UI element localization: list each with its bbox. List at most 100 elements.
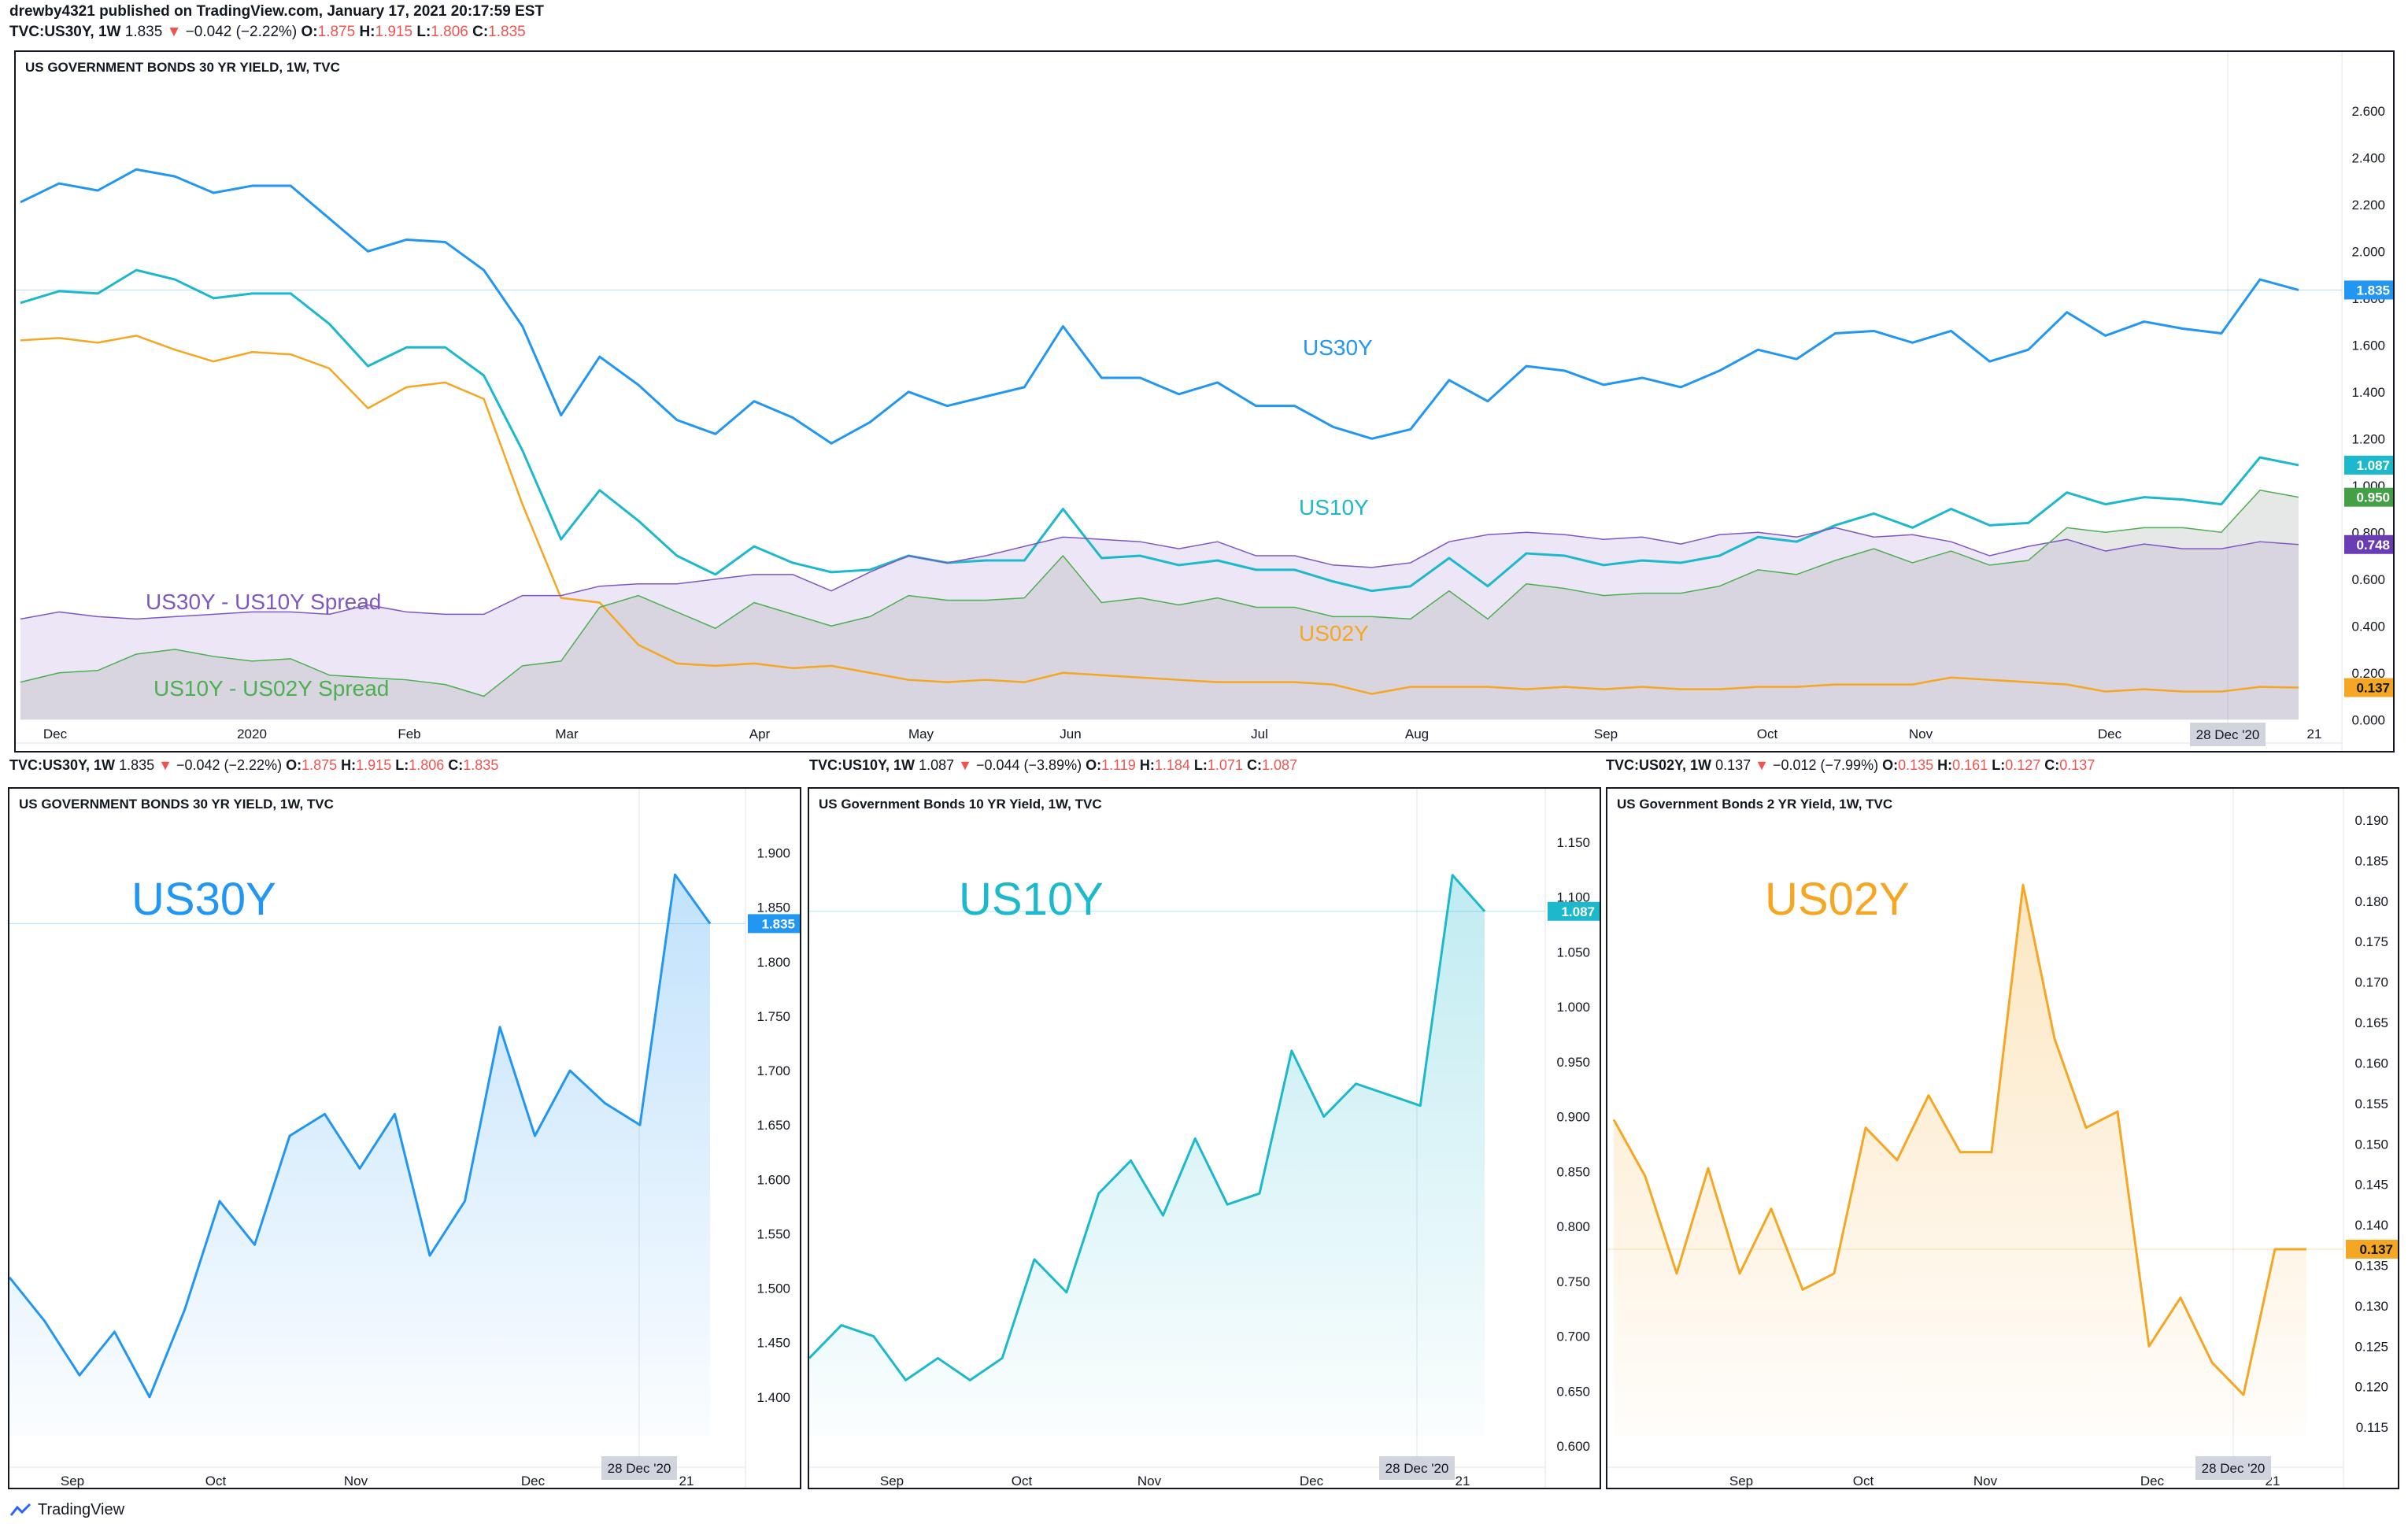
us30y-chart-pane[interactable]: 1.900 1.850 1.800 1.750 1.700 1.650 1.600 1.550… [8, 787, 801, 1489]
low-label: L: [1992, 757, 2006, 773]
main-chart-svg[interactable]: 2.6002.4002.2002.0001.8001.6001.4001.200… [16, 52, 2395, 753]
area-fill [9, 875, 710, 1436]
x-tick-label: Nov [1973, 1474, 1998, 1488]
main-chart-pane[interactable]: 2.6002.4002.2002.0001.8001.6001.4001.200… [14, 50, 2395, 753]
series-overlay-label: US10Y [959, 874, 1104, 925]
x-tick-label: Sep [1729, 1474, 1753, 1488]
us10y-last-badge-bg [2344, 455, 2393, 475]
y-tick-label: 0.800 [1556, 1219, 1590, 1234]
y-tick-label: 0.000 [2351, 712, 2385, 727]
us30y-annotation: US30Y [1303, 335, 1373, 360]
last-value-badge-bg [748, 914, 800, 934]
y-tick-label: 0.180 [2354, 894, 2388, 909]
us02y-legend: TVC:US02Y, 1W 0.137 ▼ −0.012 (−7.99%) O:… [1606, 757, 2095, 774]
x-tick-label: Jul [1251, 727, 1268, 741]
y-tick-label: 2.400 [2351, 150, 2385, 165]
us02y-last: 0.137 [1715, 757, 1751, 773]
open-label: O: [286, 757, 302, 773]
y-tick-label: 1.050 [1556, 945, 1590, 960]
spread-30-10-area [20, 527, 2299, 720]
down-arrow-icon: ▼ [166, 24, 182, 40]
last-value-badge-bg [1548, 901, 1600, 921]
us10y-chart-svg[interactable]: 1.150 1.100 1.050 1.000 0.950 0.900 0.850 0.800… [809, 789, 1601, 1489]
us02y-last-badge-bg [2344, 678, 2393, 697]
crosshair-date-bg [2190, 723, 2266, 746]
y-tick-label: 0.600 [2351, 572, 2385, 587]
tradingview-icon [9, 1503, 31, 1516]
us30y-line [20, 168, 2299, 445]
us30y-last: 1.835 [119, 757, 155, 773]
high-label: H: [1139, 757, 1155, 773]
tradingview-logo[interactable]: TradingView [9, 1501, 124, 1519]
open-value: 1.875 [317, 24, 356, 40]
us02y-ticker: TVC:US02Y, 1W [1606, 757, 1712, 773]
y-tick-label: 1.600 [756, 1172, 790, 1187]
series-line [809, 874, 1486, 1381]
x-tick-label: Dec [1300, 1474, 1324, 1488]
crosshair-date-bg [2195, 1456, 2271, 1480]
y-tick-label: 1.500 [756, 1281, 790, 1296]
spread-30-10-last-badge: 0.748 [2356, 538, 2390, 553]
series-line [9, 873, 712, 1399]
x-tick-label: Nov [344, 1474, 368, 1488]
x-tick-label: 21 [1456, 1474, 1470, 1488]
y-tick-label: 2.200 [2351, 198, 2385, 213]
y-tick-label: 1.100 [1556, 890, 1590, 905]
x-tick-label: Mar [555, 727, 579, 741]
y-tick-label: 0.190 [2354, 813, 2388, 828]
us02y-chart-svg[interactable]: 0.190 0.185 0.180 0.175 0.170 0.165 0.160 0.155… [1607, 789, 2399, 1489]
y-tick-label: 0.140 [2354, 1218, 2388, 1233]
spread-10-02-line [20, 489, 2299, 697]
us30y-last-badge-bg [2344, 280, 2393, 300]
y-tick-label: 1.900 [756, 845, 790, 860]
us10y-close: 1.087 [1261, 757, 1297, 773]
us30y-ticker: TVC:US30Y, 1W [9, 757, 116, 773]
y-tick-label: 0.650 [1556, 1384, 1590, 1399]
x-tick-label: Sep [61, 1474, 84, 1488]
x-tick-label: Dec [521, 1474, 546, 1488]
us02y-chart-pane[interactable]: 0.190 0.185 0.180 0.175 0.170 0.165 0.160 0.155… [1606, 787, 2399, 1489]
low-label: L: [395, 757, 409, 773]
y-tick-label: 1.700 [756, 1063, 790, 1078]
y-tick-label: 0.170 [2354, 975, 2388, 990]
x-tick-label: May [908, 727, 934, 741]
y-tick-label: 1.000 [1556, 1000, 1590, 1015]
y-tick-label: 0.600 [1556, 1439, 1590, 1454]
y-tick-label: 1.400 [756, 1390, 790, 1405]
x-tick-label: Oct [205, 1474, 227, 1488]
y-tick-label: 0.200 [2351, 666, 2385, 681]
us10y-legend: TVC:US10Y, 1W 1.087 ▼ −0.044 (−3.89%) O:… [809, 757, 1297, 774]
us10y-chart-pane[interactable]: 1.150 1.100 1.050 1.000 0.950 0.900 0.850 0.800… [808, 787, 1601, 1489]
down-arrow-icon: ▼ [1755, 757, 1769, 773]
x-tick-label: Nov [1909, 727, 1933, 741]
publisher-text: drewby4321 published on TradingView.com,… [9, 3, 544, 20]
us10y-change: −0.044 (−3.89%) [975, 757, 1082, 773]
spread-30-10-annotation: US30Y - US10Y Spread [146, 590, 381, 614]
us10y-chart-title: US Government Bonds 10 YR Yield, 1W, TVC [819, 797, 1102, 812]
area-fill [809, 875, 1485, 1436]
us10y-high: 1.184 [1154, 757, 1190, 773]
spread-10-02-last-badge: 0.950 [2356, 490, 2390, 505]
us10y-line [20, 268, 2299, 593]
us30y-chart-svg[interactable]: 1.900 1.850 1.800 1.750 1.700 1.650 1.600 1.550… [9, 789, 801, 1489]
x-tick-label: Dec [2140, 1474, 2165, 1488]
us30y-close: 1.835 [463, 757, 499, 773]
last-value-badge: 1.087 [1561, 904, 1595, 919]
crosshair-date-bg [601, 1456, 677, 1480]
us02y-close: 0.137 [2059, 757, 2095, 773]
area-fill [1614, 885, 2306, 1436]
us30y-chart-title: US GOVERNMENT BONDS 30 YR YIELD, 1W, TVC [19, 797, 334, 812]
spread-10-02-last-badge-bg [2344, 487, 2393, 507]
tradingview-brand: TradingView [38, 1501, 125, 1518]
us02y-chart-title: US Government Bonds 2 YR Yield, 1W, TVC [1617, 797, 1893, 812]
y-tick-label: 1.850 [756, 900, 790, 915]
x-tick-label: Nov [1137, 1474, 1162, 1488]
us02y-high: 0.161 [1952, 757, 1988, 773]
x-tick-label: Apr [749, 727, 771, 741]
us30y-open: 1.875 [301, 757, 338, 773]
y-tick-label: 2.000 [2351, 244, 2385, 259]
y-tick-label: 0.400 [2351, 619, 2385, 634]
publisher-line: drewby4321 published on TradingView.com,… [9, 3, 544, 20]
last-value-badge-bg [2346, 1239, 2398, 1259]
ticker-label: TVC:US30Y, 1W [9, 24, 121, 40]
